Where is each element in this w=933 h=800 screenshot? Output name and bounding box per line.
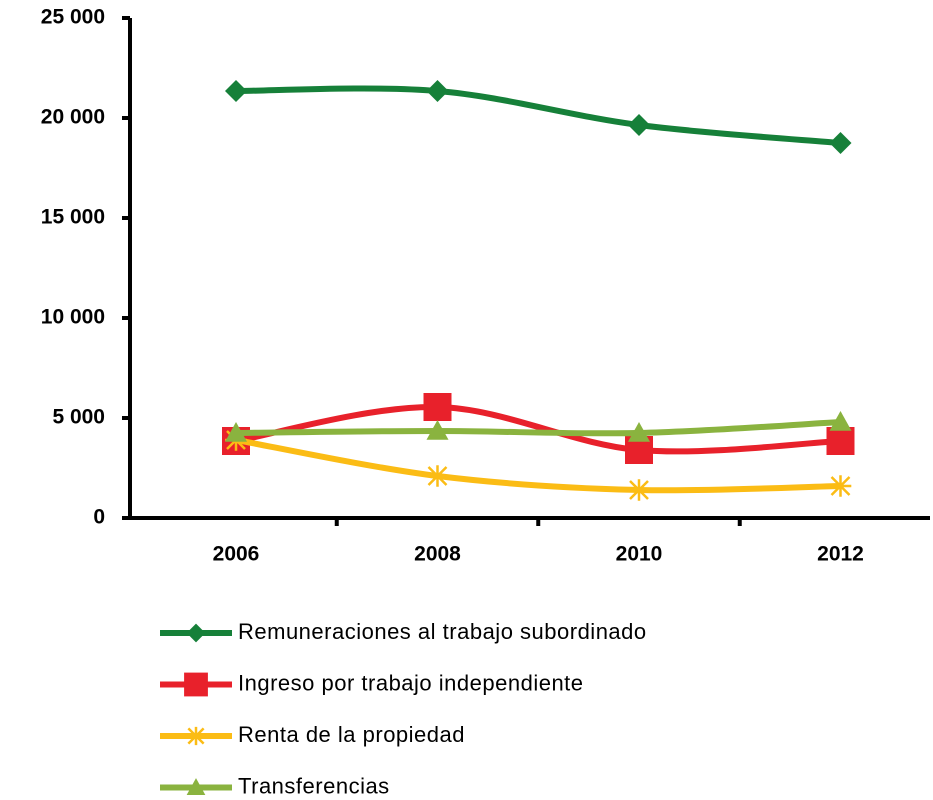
marker	[186, 623, 206, 643]
series-line	[235, 419, 841, 437]
legend-label: Ingreso por trabajo independiente	[238, 670, 584, 695]
x-tick-label: 2006	[213, 543, 260, 566]
legend-label: Renta de la propiedad	[238, 722, 465, 747]
marker	[628, 114, 650, 136]
marker	[426, 420, 449, 440]
marker	[225, 80, 247, 102]
marker	[426, 80, 449, 102]
marker	[186, 726, 206, 746]
marker	[829, 132, 852, 154]
y-tick-label: 5 000	[52, 406, 105, 429]
x-tick-label: 2010	[616, 543, 663, 566]
marker	[225, 422, 247, 442]
series-line	[235, 85, 841, 146]
x-tick-label: 2008	[414, 543, 461, 566]
marker	[628, 422, 650, 442]
legend-label: Remuneraciones al trabajo subordinado	[238, 619, 647, 644]
y-tick-label: 20 000	[41, 106, 105, 129]
marker	[423, 393, 452, 421]
marker	[628, 479, 650, 501]
series-line	[235, 437, 841, 494]
x-tick-label: 2012	[817, 543, 864, 566]
y-tick-label: 10 000	[41, 306, 105, 329]
marker	[184, 672, 208, 697]
y-tick-label: 25 000	[41, 6, 105, 29]
marker	[829, 411, 852, 431]
marker	[186, 778, 206, 795]
y-tick-label: 15 000	[41, 206, 105, 229]
series-line	[235, 403, 841, 455]
marker	[826, 427, 855, 455]
marker	[829, 475, 852, 497]
marker	[426, 465, 449, 487]
y-tick-label: 0	[93, 506, 105, 529]
legend-label: Transferencias	[238, 773, 390, 798]
